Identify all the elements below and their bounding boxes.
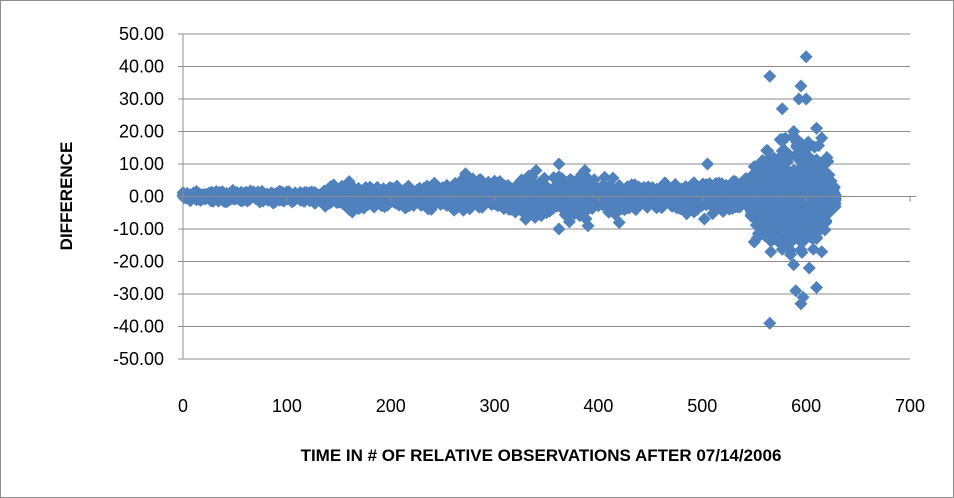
data-point — [763, 316, 777, 330]
data-point — [815, 245, 829, 259]
x-tick-label: 100 — [272, 396, 302, 416]
y-tick-label: -40.00 — [113, 317, 164, 337]
y-tick-label: 30.00 — [119, 89, 164, 109]
y-tick-labels: 50.00 40.00 30.00 20.00 10.00 0.00 -10.00 -20.0… — [113, 24, 164, 369]
data-point — [581, 219, 595, 233]
data-point — [787, 125, 801, 138]
y-tick-label: 0.00 — [129, 187, 164, 207]
data-point — [784, 243, 798, 257]
data-point — [519, 212, 533, 226]
data-point — [578, 164, 592, 177]
data-point — [810, 281, 824, 294]
x-tick-label: 300 — [480, 396, 510, 416]
data-point — [818, 223, 832, 237]
data-point — [792, 92, 806, 106]
y-tick-label: -20.00 — [113, 252, 164, 272]
axes — [178, 33, 916, 360]
data-point — [810, 121, 824, 135]
data-point — [796, 290, 810, 304]
data-point — [598, 170, 612, 184]
x-tick-label: 0 — [178, 396, 188, 416]
x-tick-label: 700 — [895, 396, 925, 416]
data-point — [562, 215, 576, 229]
x-tick-label: 600 — [791, 396, 821, 416]
y-tick-label: 10.00 — [119, 154, 164, 174]
y-tick-label: -10.00 — [113, 219, 164, 239]
y-tick-label: -30.00 — [113, 284, 164, 304]
y-tick-label: 50.00 — [119, 24, 164, 44]
data-point — [827, 180, 841, 194]
data-point — [552, 157, 566, 171]
x-tick-labels: 0 100 200 300 400 500 600 700 — [178, 396, 925, 416]
data-point — [612, 216, 626, 229]
data-point — [697, 212, 711, 226]
y-axis-title: DIFFERENCE — [57, 142, 76, 251]
data-point — [458, 167, 472, 181]
data-point — [323, 180, 337, 194]
data-point — [789, 284, 803, 298]
x-tick-label: 400 — [583, 396, 613, 416]
data-points — [176, 50, 842, 330]
data-point — [787, 258, 801, 272]
data-point — [552, 222, 566, 236]
data-point — [820, 151, 834, 164]
x-tick-label: 500 — [687, 396, 717, 416]
y-tick-label: 20.00 — [119, 122, 164, 142]
data-point — [815, 131, 829, 145]
data-point — [799, 92, 813, 106]
data-point — [802, 261, 816, 275]
y-tick-label: 40.00 — [119, 57, 164, 77]
data-point — [747, 235, 761, 249]
x-axis-title: TIME IN # OF RELATIVE OBSERVATIONS AFTER… — [301, 446, 782, 465]
y-tick-label: -50.00 — [113, 349, 164, 369]
data-point — [828, 188, 842, 202]
x-tick-label: 200 — [376, 396, 406, 416]
data-point — [529, 164, 543, 177]
data-point — [794, 79, 808, 93]
data-point — [763, 69, 777, 83]
data-point — [775, 102, 789, 116]
data-point — [799, 50, 813, 64]
data-point — [606, 171, 620, 185]
data-point — [700, 157, 714, 171]
data-point — [819, 215, 833, 229]
data-point — [342, 203, 356, 216]
data-point — [342, 177, 356, 190]
data-point — [764, 245, 778, 259]
data-point — [795, 245, 809, 259]
